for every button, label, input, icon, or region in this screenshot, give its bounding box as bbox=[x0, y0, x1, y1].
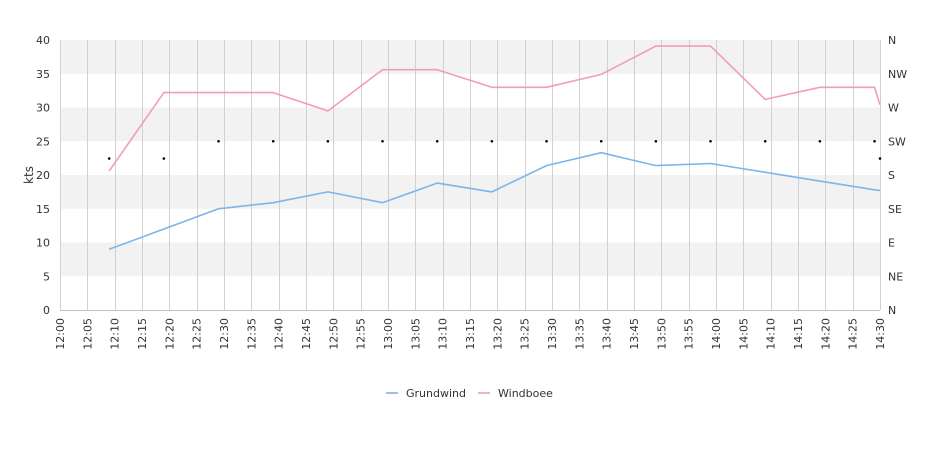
y-tick-label: 15 bbox=[36, 203, 50, 216]
x-tick-label: 12:05 bbox=[81, 318, 94, 350]
direction-marker bbox=[217, 139, 220, 143]
y-tick-label: 30 bbox=[36, 102, 50, 115]
x-tick-label: 13:20 bbox=[491, 318, 504, 350]
x-tick-label: 14:30 bbox=[874, 318, 887, 350]
x-tick-label: 12:55 bbox=[355, 318, 368, 350]
x-tick-label: 12:00 bbox=[54, 318, 67, 350]
direction-marker bbox=[873, 139, 876, 143]
direction-marker bbox=[545, 139, 548, 143]
x-tick-label: 12:35 bbox=[245, 318, 258, 350]
legend-label: Grundwind bbox=[406, 387, 466, 400]
y-tick-label: 25 bbox=[36, 135, 50, 148]
direction-marker bbox=[271, 139, 275, 143]
direction-tick-label: SE bbox=[888, 203, 902, 216]
direction-marker bbox=[709, 139, 712, 143]
direction-marker bbox=[654, 139, 658, 143]
legend: Grundwind Windboee bbox=[386, 387, 553, 400]
direction-marker bbox=[818, 139, 822, 143]
y-tick-label: 0 bbox=[43, 304, 50, 317]
y-tick-label: 10 bbox=[36, 237, 50, 250]
direction-markers bbox=[107, 139, 882, 160]
direction-tick-label: N bbox=[888, 34, 896, 47]
x-tick-label: 13:15 bbox=[464, 318, 477, 350]
x-tick-label: 13:05 bbox=[409, 318, 422, 350]
x-tick-label: 12:40 bbox=[273, 318, 286, 350]
y-tick-label: 40 bbox=[36, 34, 50, 47]
x-tick-label: 13:40 bbox=[601, 318, 614, 350]
direction-tick-label: S bbox=[888, 169, 895, 182]
x-tick-label: 13:35 bbox=[573, 318, 586, 350]
direction-marker bbox=[162, 157, 166, 160]
x-axis: 12:00 12:05 12:10 12:15 12:20 12:25 12:30 12:35… bbox=[54, 318, 887, 350]
y-axis-left: 0 5 10 15 20 25 30 35 40 bbox=[36, 34, 50, 317]
x-tick-label: 12:25 bbox=[191, 318, 204, 350]
direction-tick-label: NW bbox=[888, 68, 907, 81]
direction-tick-label: E bbox=[888, 237, 895, 250]
y-tick-label: 5 bbox=[43, 270, 50, 283]
x-tick-label: 14:05 bbox=[737, 318, 750, 350]
x-tick-label: 14:00 bbox=[710, 318, 723, 350]
x-tick-label: 12:45 bbox=[300, 318, 313, 350]
direction-marker bbox=[435, 139, 439, 143]
x-tick-label: 12:20 bbox=[163, 318, 176, 350]
x-tick-label: 13:45 bbox=[628, 318, 641, 350]
x-tick-label: 13:10 bbox=[437, 318, 450, 350]
x-tick-label: 12:50 bbox=[327, 318, 340, 350]
x-tick-label: 13:30 bbox=[546, 318, 559, 350]
y-tick-label: 35 bbox=[36, 68, 50, 81]
series-line-windboee bbox=[108, 45, 881, 172]
direction-marker bbox=[490, 139, 494, 143]
direction-marker bbox=[107, 157, 111, 160]
direction-marker bbox=[381, 139, 384, 143]
x-tick-label: 13:25 bbox=[519, 318, 532, 350]
x-tick-label: 13:50 bbox=[655, 318, 668, 350]
legend-label: Windboee bbox=[498, 387, 553, 400]
grid-lines bbox=[60, 40, 881, 311]
x-tick-label: 14:20 bbox=[819, 318, 832, 350]
direction-marker bbox=[326, 139, 330, 143]
series-lines bbox=[108, 45, 881, 251]
x-tick-label: 14:10 bbox=[765, 318, 778, 350]
y-tick-label: 20 bbox=[36, 169, 50, 182]
direction-tick-label: SW bbox=[888, 135, 906, 148]
x-tick-label: 12:10 bbox=[109, 318, 122, 350]
direction-tick-label: N bbox=[888, 304, 896, 317]
direction-tick-label: NE bbox=[888, 270, 903, 283]
series-line-grundwind bbox=[108, 151, 881, 251]
x-tick-label: 14:15 bbox=[792, 318, 805, 350]
y-axis-title: kts bbox=[22, 166, 36, 184]
x-tick-label: 12:30 bbox=[218, 318, 231, 350]
y-axis-right: N NE E SE S SW W NW N bbox=[888, 34, 907, 317]
direction-tick-label: W bbox=[888, 102, 899, 115]
x-tick-label: 12:15 bbox=[136, 318, 149, 350]
direction-marker bbox=[763, 139, 767, 143]
x-tick-label: 13:55 bbox=[683, 318, 696, 350]
direction-marker bbox=[599, 139, 603, 143]
x-tick-label: 13:00 bbox=[382, 318, 395, 350]
direction-marker bbox=[878, 157, 882, 160]
x-tick-label: 14:25 bbox=[847, 318, 860, 350]
